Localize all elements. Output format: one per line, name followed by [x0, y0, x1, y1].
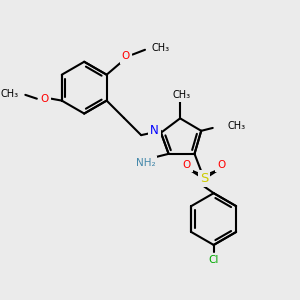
Text: O: O — [183, 160, 191, 170]
Text: Cl: Cl — [208, 255, 219, 265]
Text: CH₃: CH₃ — [1, 89, 19, 99]
Text: O: O — [40, 94, 49, 104]
Text: NH₂: NH₂ — [136, 158, 155, 168]
Text: O: O — [217, 160, 226, 170]
Text: S: S — [200, 172, 208, 185]
Text: CH₃: CH₃ — [173, 90, 191, 100]
Text: CH₃: CH₃ — [227, 121, 245, 131]
Text: CH₃: CH₃ — [152, 43, 170, 53]
Text: N: N — [150, 124, 159, 137]
Text: O: O — [122, 52, 130, 61]
